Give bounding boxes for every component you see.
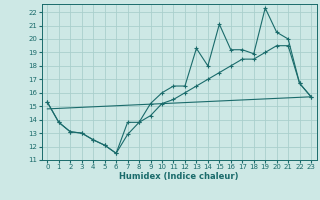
X-axis label: Humidex (Indice chaleur): Humidex (Indice chaleur) [119,172,239,181]
